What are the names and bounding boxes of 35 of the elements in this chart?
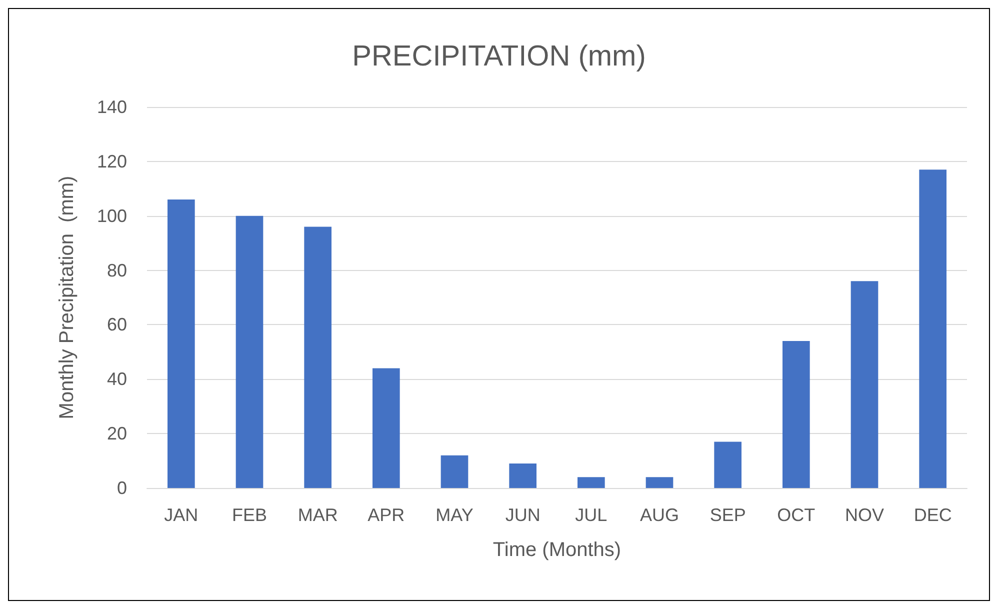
bar [509,464,536,488]
x-tick-label: MAY [436,505,474,525]
y-tick-label: 60 [106,314,127,335]
chart-title: PRECIPITATION (mm) [352,40,646,72]
bar [714,442,742,488]
bar [168,200,195,488]
bar [236,216,264,488]
x-axis-title: Time (Months) [492,539,622,561]
bar [304,226,332,488]
bar [578,477,605,488]
bar [440,455,468,488]
x-tick-label: NOV [844,505,884,525]
bar [646,477,674,488]
bar [372,368,400,488]
bar [850,281,878,488]
bar [919,170,946,488]
x-tick-label: OCT [777,505,816,525]
y-tick-label: 80 [106,260,127,280]
x-tick-label: DEC [914,505,952,525]
y-tick-label: 100 [96,206,127,226]
x-tick-label: JAN [164,505,198,525]
x-tick-label: SEP [710,505,746,525]
y-tick-label: 140 [96,97,127,117]
y-tick-label: 40 [106,369,127,390]
y-tick-label: 0 [116,478,127,498]
x-tick-label: AUG [640,505,680,525]
y-tick-label: 20 [106,424,127,444]
x-tick-label: FEB [232,505,268,525]
x-tick-label: JUL [575,505,608,525]
x-tick-label: JUN [505,505,540,525]
bar [782,341,810,488]
y-tick-label: 120 [96,151,127,172]
x-tick-label: APR [368,505,405,525]
y-axis-title: Monthly Precipitation (mm) [56,176,78,420]
x-tick-label: MAR [298,505,338,525]
